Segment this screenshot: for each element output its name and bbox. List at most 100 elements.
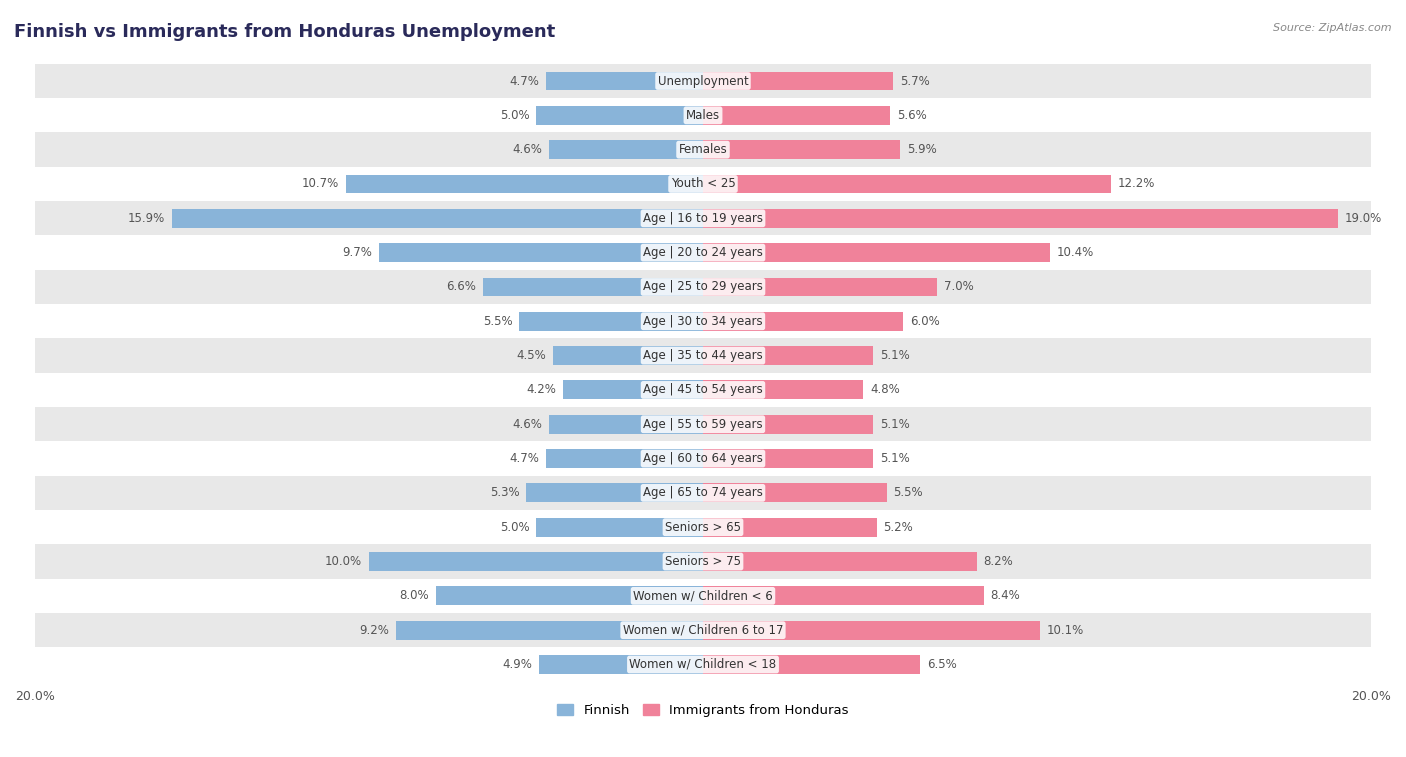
Bar xyxy=(550,140,703,159)
Bar xyxy=(703,518,877,537)
Bar xyxy=(380,243,703,262)
Text: Seniors > 65: Seniors > 65 xyxy=(665,521,741,534)
Bar xyxy=(35,269,1371,304)
Text: Females: Females xyxy=(679,143,727,156)
Bar xyxy=(703,655,920,674)
Text: Age | 16 to 19 years: Age | 16 to 19 years xyxy=(643,212,763,225)
Bar xyxy=(703,621,1040,640)
Bar xyxy=(703,209,1337,228)
Text: 10.4%: 10.4% xyxy=(1057,246,1094,259)
Bar xyxy=(553,346,703,365)
Text: Age | 65 to 74 years: Age | 65 to 74 years xyxy=(643,487,763,500)
Bar xyxy=(172,209,703,228)
Bar xyxy=(346,175,703,194)
Text: 10.7%: 10.7% xyxy=(302,177,339,191)
Bar xyxy=(35,338,1371,372)
Bar xyxy=(703,587,984,606)
Bar xyxy=(35,372,1371,407)
Bar xyxy=(35,132,1371,167)
Bar xyxy=(35,613,1371,647)
Text: 9.2%: 9.2% xyxy=(359,624,389,637)
Text: Source: ZipAtlas.com: Source: ZipAtlas.com xyxy=(1274,23,1392,33)
Text: 5.1%: 5.1% xyxy=(880,418,910,431)
Bar xyxy=(35,304,1371,338)
Text: 6.0%: 6.0% xyxy=(910,315,939,328)
Bar xyxy=(35,544,1371,578)
Text: 4.5%: 4.5% xyxy=(516,349,546,362)
Bar xyxy=(35,510,1371,544)
Bar xyxy=(546,449,703,468)
Bar xyxy=(35,201,1371,235)
Bar xyxy=(703,415,873,434)
Bar xyxy=(536,518,703,537)
Text: Age | 30 to 34 years: Age | 30 to 34 years xyxy=(643,315,763,328)
Text: Males: Males xyxy=(686,109,720,122)
Text: 4.8%: 4.8% xyxy=(870,383,900,397)
Text: 8.0%: 8.0% xyxy=(399,590,429,603)
Bar xyxy=(35,647,1371,681)
Text: Seniors > 75: Seniors > 75 xyxy=(665,555,741,568)
Bar xyxy=(436,587,703,606)
Text: 4.7%: 4.7% xyxy=(509,74,540,88)
Bar xyxy=(546,72,703,90)
Bar xyxy=(703,106,890,125)
Text: Finnish vs Immigrants from Honduras Unemployment: Finnish vs Immigrants from Honduras Unem… xyxy=(14,23,555,41)
Text: Age | 55 to 59 years: Age | 55 to 59 years xyxy=(643,418,763,431)
Text: 9.7%: 9.7% xyxy=(343,246,373,259)
Bar xyxy=(482,278,703,297)
Bar xyxy=(550,415,703,434)
Text: 6.6%: 6.6% xyxy=(446,280,475,294)
Text: 4.9%: 4.9% xyxy=(503,658,533,671)
Text: 4.6%: 4.6% xyxy=(513,143,543,156)
Bar xyxy=(35,98,1371,132)
Bar xyxy=(35,167,1371,201)
Text: 4.2%: 4.2% xyxy=(526,383,555,397)
Bar xyxy=(395,621,703,640)
Text: Unemployment: Unemployment xyxy=(658,74,748,88)
Text: 4.7%: 4.7% xyxy=(509,452,540,465)
Text: 5.2%: 5.2% xyxy=(883,521,912,534)
Bar xyxy=(368,552,703,571)
Text: 12.2%: 12.2% xyxy=(1118,177,1154,191)
Bar xyxy=(562,381,703,400)
Text: 5.1%: 5.1% xyxy=(880,349,910,362)
Bar xyxy=(703,140,900,159)
Text: Age | 35 to 44 years: Age | 35 to 44 years xyxy=(643,349,763,362)
Text: Women w/ Children 6 to 17: Women w/ Children 6 to 17 xyxy=(623,624,783,637)
Bar xyxy=(35,407,1371,441)
Bar xyxy=(703,346,873,365)
Text: 5.9%: 5.9% xyxy=(907,143,936,156)
Bar xyxy=(35,475,1371,510)
Text: 7.0%: 7.0% xyxy=(943,280,973,294)
Bar xyxy=(703,243,1050,262)
Text: 19.0%: 19.0% xyxy=(1344,212,1382,225)
Text: Age | 45 to 54 years: Age | 45 to 54 years xyxy=(643,383,763,397)
Text: 5.6%: 5.6% xyxy=(897,109,927,122)
Bar xyxy=(519,312,703,331)
Text: Age | 60 to 64 years: Age | 60 to 64 years xyxy=(643,452,763,465)
Bar xyxy=(703,72,893,90)
Text: 8.4%: 8.4% xyxy=(990,590,1019,603)
Bar xyxy=(35,235,1371,269)
Text: 5.1%: 5.1% xyxy=(880,452,910,465)
Bar xyxy=(35,578,1371,613)
Text: 4.6%: 4.6% xyxy=(513,418,543,431)
Bar xyxy=(703,381,863,400)
Bar xyxy=(703,175,1111,194)
Bar xyxy=(703,552,977,571)
Text: 5.0%: 5.0% xyxy=(499,109,529,122)
Bar xyxy=(526,484,703,503)
Bar xyxy=(703,312,904,331)
Bar xyxy=(703,449,873,468)
Text: Age | 25 to 29 years: Age | 25 to 29 years xyxy=(643,280,763,294)
Text: 15.9%: 15.9% xyxy=(128,212,166,225)
Text: 5.7%: 5.7% xyxy=(900,74,929,88)
Legend: Finnish, Immigrants from Honduras: Finnish, Immigrants from Honduras xyxy=(551,698,855,722)
Text: 10.0%: 10.0% xyxy=(325,555,363,568)
Bar xyxy=(35,441,1371,475)
Text: Youth < 25: Youth < 25 xyxy=(671,177,735,191)
Text: 5.5%: 5.5% xyxy=(893,487,922,500)
Text: Women w/ Children < 18: Women w/ Children < 18 xyxy=(630,658,776,671)
Text: 5.0%: 5.0% xyxy=(499,521,529,534)
Text: 6.5%: 6.5% xyxy=(927,658,956,671)
